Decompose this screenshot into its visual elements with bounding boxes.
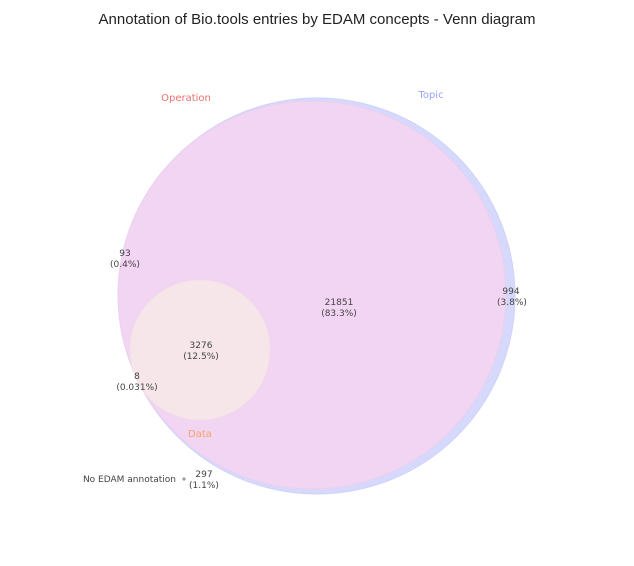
region-count-topic-only: 994 xyxy=(502,287,519,297)
region-percent-operation-only: (0.4%) xyxy=(110,260,140,270)
set-label-topic: Topic xyxy=(417,90,443,101)
region-percent-topic-operation: (83.3%) xyxy=(321,309,357,319)
no-annotation-count: 297 xyxy=(195,470,212,480)
no-annotation-marker xyxy=(182,477,186,481)
region-percent-operation-data: (0.031%) xyxy=(116,383,157,393)
region-count-all-three: 3276 xyxy=(190,341,213,351)
no-annotation-label: No EDAM annotation xyxy=(83,475,176,485)
set-label-operation: Operation xyxy=(161,93,211,104)
region-count-operation-only: 93 xyxy=(119,249,130,259)
set-label-data: Data xyxy=(188,429,212,440)
no-annotation-percent: (1.1%) xyxy=(189,481,219,491)
region-count-topic-operation: 21851 xyxy=(325,298,354,308)
region-percent-topic-only: (3.8%) xyxy=(497,298,527,308)
chart-title: Annotation of Bio.tools entries by EDAM … xyxy=(99,11,536,28)
region-percent-all-three: (12.5%) xyxy=(183,352,219,362)
data-circle xyxy=(129,279,271,421)
region-count-operation-data: 8 xyxy=(134,372,140,382)
